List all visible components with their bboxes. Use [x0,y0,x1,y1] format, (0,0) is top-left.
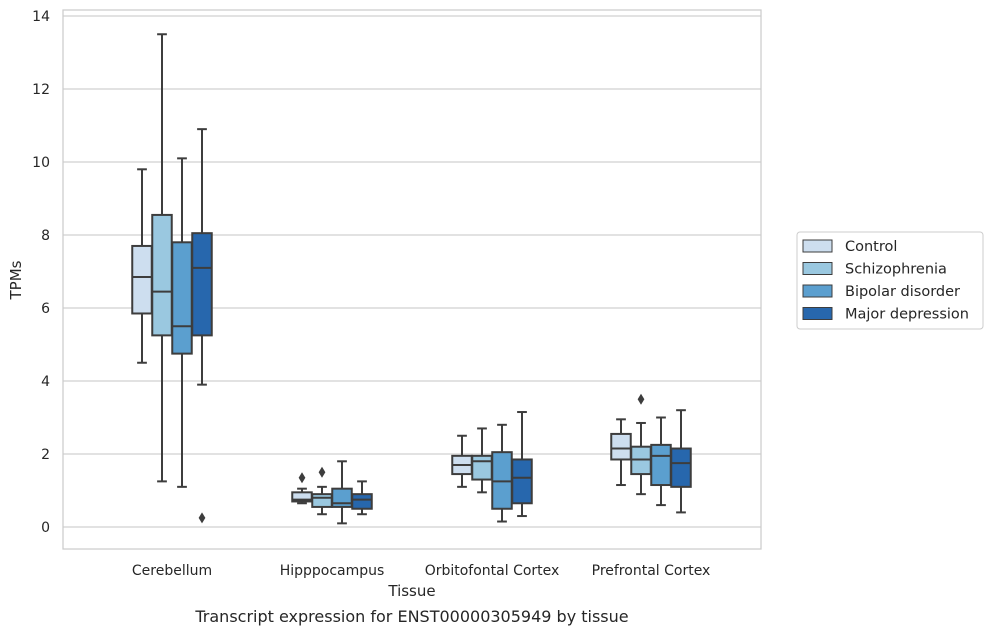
iqr-box [191,232,213,337]
legend-label: Bipolar disorder [845,284,960,300]
outlier-point [198,512,206,524]
x-axis-label: Tissue [387,582,435,600]
outlier-point [298,472,306,484]
x-tick-labels: Cerebellum Hipppocampus Orbitofontal Corte… [132,563,710,579]
box-schizophrenia [471,427,493,494]
y-tick-label: 10 [32,155,50,171]
iqr-box [311,493,333,508]
y-tick-label: 12 [32,82,50,98]
y-tick-label: 0 [41,520,50,536]
legend: Control Schizophrenia Bipolar disorder Majo… [796,231,984,330]
iqr-box [171,241,193,355]
y-tick-label: 6 [41,301,50,317]
box-bipolar-disorder [171,157,193,488]
legend-swatch [802,307,833,320]
legend-swatch [802,284,833,298]
plot-frame [62,9,762,550]
x-tick-label: Cerebellum [132,563,212,579]
box-control [291,472,313,505]
box-major-depression [191,128,213,524]
legend-label: Schizophrenia [845,262,947,278]
box-major-depression [351,480,373,516]
y-tick-label: 2 [41,447,50,463]
y-tick-labels: 0 2 4 6 8 10 12 14 [32,9,50,536]
box-control [451,434,473,488]
iqr-box [511,458,533,505]
x-tick-label: Prefrontal Cortex [592,563,711,579]
legend-swatch [802,262,833,275]
legend-swatch [802,239,833,253]
legend-label: Major depression [845,307,969,323]
box-schizophrenia [311,466,333,516]
iqr-box [151,213,173,337]
y-tick-label: 14 [32,9,50,25]
box-control [610,418,632,487]
x-tick-label: Orbitofontal Cortex [425,563,560,579]
legend-frame [796,231,984,330]
box-bipolar-disorder [650,416,672,507]
iqr-box [650,443,672,487]
iqr-box [131,244,153,315]
legend-label: Control [845,239,897,255]
y-axis-label: TPMs [7,260,25,300]
box-major-depression [670,409,692,514]
outlier-point [318,466,326,478]
box-schizophrenia [151,33,173,483]
iqr-box [351,493,373,510]
box-plots [131,33,692,525]
box-bipolar-disorder [491,423,513,523]
x-tick-label: Hipppocampus [280,563,385,579]
box-control [131,168,153,364]
y-tick-label: 8 [41,228,50,244]
iqr-box [471,454,493,481]
box-schizophrenia [630,393,652,496]
y-tick-label: 4 [41,374,50,390]
box-bipolar-disorder [331,460,353,525]
chart-title: Transcript expression for ENST0000030594… [194,607,628,626]
box-major-depression [511,411,533,518]
iqr-box [610,432,632,461]
outlier-point [637,393,645,405]
iqr-box [670,447,692,488]
